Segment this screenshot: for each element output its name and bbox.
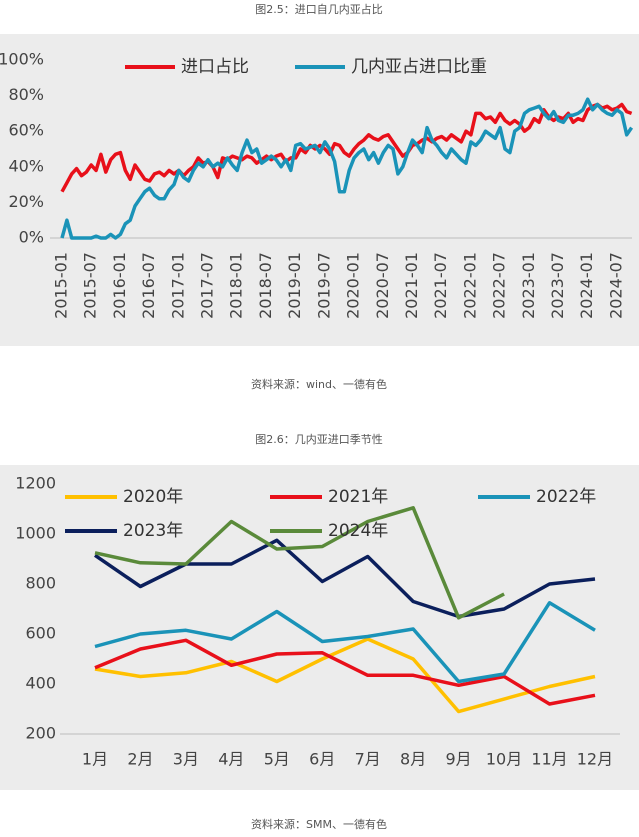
legend-label: 2023年	[123, 521, 183, 541]
x-tick-label: 2015-07	[81, 252, 100, 319]
legend-label: 进口占比	[181, 57, 249, 77]
x-tick-label: 12月	[577, 750, 613, 769]
legend-label: 几内亚占进口比重	[351, 57, 487, 77]
x-tick-label: 2016-07	[139, 252, 158, 319]
legend-label: 2024年	[328, 521, 388, 541]
chart-background	[0, 34, 639, 346]
x-tick-label: 2024-07	[606, 252, 625, 319]
legend-label: 2022年	[536, 487, 596, 507]
x-tick-label: 2019-07	[314, 252, 333, 319]
x-tick-label: 5月	[264, 750, 290, 769]
x-tick-label: 11月	[531, 750, 567, 769]
x-tick-label: 2021-01	[402, 252, 421, 319]
chart-title: 图2.6：几内亚进口季节性	[255, 432, 383, 446]
x-tick-label: 2016-01	[110, 252, 129, 319]
y-tick-label: 600	[25, 624, 56, 643]
x-tick-label: 2017-07	[198, 252, 217, 319]
x-tick-label: 2015-01	[52, 252, 71, 319]
x-tick-label: 1月	[82, 750, 108, 769]
series-line	[94, 506, 505, 620]
y-tick-label: 60%	[8, 121, 44, 140]
x-tick-label: 10月	[486, 750, 522, 769]
x-tick-label: 2023-01	[519, 252, 538, 319]
series-line	[94, 638, 596, 706]
x-tick-label: 2020-01	[344, 252, 363, 319]
x-tick-label: 2022-07	[490, 252, 509, 319]
x-tick-label: 2017-01	[168, 252, 187, 319]
x-tick-label: 3月	[173, 750, 199, 769]
x-tick-label: 2021-07	[431, 252, 450, 319]
y-tick-label: 400	[25, 674, 56, 693]
y-tick-label: 200	[25, 724, 56, 743]
chart-source: 资料来源：wind、一德有色	[251, 377, 387, 391]
series-line	[94, 538, 596, 619]
y-tick-label: 40%	[8, 156, 44, 175]
legend-label: 2021年	[328, 487, 388, 507]
x-tick-label: 7月	[355, 750, 381, 769]
x-tick-label: 8月	[400, 750, 426, 769]
y-tick-label: 800	[25, 574, 56, 593]
series-line	[60, 102, 633, 193]
x-tick-label: 2023-07	[548, 252, 567, 319]
series-line	[94, 637, 596, 714]
y-tick-label: 0%	[19, 228, 44, 247]
series-line	[94, 601, 596, 684]
chart-source: 资料来源：SMM、一德有色	[251, 817, 387, 831]
y-tick-label: 1000	[15, 524, 56, 543]
x-tick-label: 2018-07	[256, 252, 275, 319]
x-tick-label: 2月	[127, 750, 153, 769]
chart-background	[0, 465, 639, 790]
x-tick-label: 2020-07	[373, 252, 392, 319]
series-line	[60, 97, 634, 240]
y-tick-label: 80%	[8, 85, 44, 104]
legend-label: 2020年	[123, 487, 183, 507]
x-tick-label: 9月	[446, 750, 472, 769]
x-tick-label: 2019-01	[285, 252, 304, 319]
y-tick-label: 100%	[0, 50, 44, 69]
chart-title: 图2.5：进口自几内亚占比	[255, 2, 383, 16]
y-tick-label: 1200	[15, 474, 56, 493]
x-tick-label: 2018-01	[227, 252, 246, 319]
y-tick-label: 20%	[8, 192, 44, 211]
x-tick-label: 6月	[309, 750, 335, 769]
x-tick-label: 4月	[218, 750, 244, 769]
x-tick-label: 2024-01	[577, 252, 596, 319]
x-tick-label: 2022-01	[460, 252, 479, 319]
